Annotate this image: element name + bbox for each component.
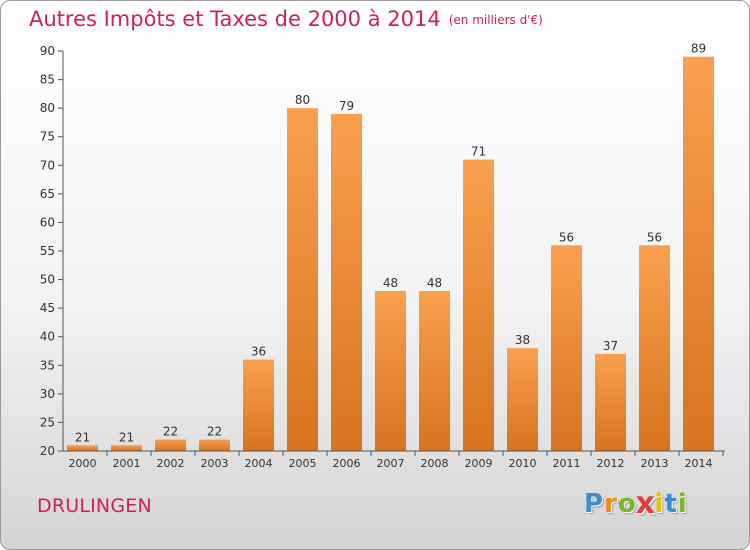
- x-tick-label: 2012: [597, 457, 625, 470]
- logo-letter: i: [654, 489, 665, 519]
- x-tick-label: 2007: [377, 457, 405, 470]
- bar-value-label: 37: [603, 339, 618, 353]
- x-tick-label: 2004: [245, 457, 273, 470]
- bar: [287, 108, 318, 452]
- logo-letter: o: [617, 489, 637, 519]
- bar: [419, 291, 450, 451]
- bar-value-label: 56: [647, 230, 662, 244]
- y-tick-label: 50: [40, 273, 55, 287]
- bar: [507, 348, 538, 451]
- bar-value-label: 80: [295, 93, 310, 107]
- bar-value-label: 71: [471, 145, 486, 159]
- bar-value-label: 36: [251, 345, 266, 359]
- y-tick-label: 45: [40, 301, 55, 315]
- x-tick-label: 2014: [685, 457, 713, 470]
- y-tick-label: 80: [40, 101, 55, 115]
- y-tick-label: 20: [40, 444, 55, 458]
- y-tick-label: 30: [40, 387, 55, 401]
- bar: [463, 159, 494, 452]
- bars: 21 21 22 22 36 80 79 48 48 71 38 56 37 56 89: [67, 42, 714, 452]
- y-tick-label: 40: [40, 330, 55, 344]
- x-axis: 2000 2001 2002 2003 2004 2005 2006 2007 2008 2009…: [63, 450, 725, 470]
- logo-letter: P: [584, 489, 605, 519]
- chart-subtitle: (en milliers d'€): [448, 13, 543, 27]
- x-tick-label: 2011: [553, 457, 581, 470]
- bar-value-label: 38: [515, 333, 530, 347]
- y-tick-label: 75: [40, 130, 55, 144]
- y-tick-label: 35: [40, 358, 55, 372]
- bar: [551, 245, 582, 451]
- bar: [111, 445, 142, 451]
- y-tick-label: 55: [40, 244, 55, 258]
- y-tick-label: 25: [40, 415, 55, 429]
- x-tick-label: 2005: [289, 457, 317, 470]
- bar-value-label: 21: [75, 430, 90, 444]
- bar: [375, 291, 406, 451]
- bar-value-label: 22: [207, 425, 222, 439]
- chart-title-text: Autres Impôts et Taxes de 2000 à 2014: [29, 7, 441, 31]
- bar-value-label: 56: [559, 230, 574, 244]
- x-tick-label: 2000: [69, 457, 97, 470]
- bar-value-label: 22: [163, 425, 178, 439]
- x-tick-label: 2002: [157, 457, 185, 470]
- bar-value-label: 79: [339, 99, 354, 113]
- y-axis: 20 25 30 35 40 45 50 55 60 65 70 75 80 85 90: [40, 44, 64, 458]
- bar: [595, 353, 626, 451]
- x-tick-label: 2013: [641, 457, 669, 470]
- x-tick-label: 2001: [113, 457, 141, 470]
- y-tick-label: 60: [40, 215, 55, 229]
- chart-title: Autres Impôts et Taxes de 2000 à 2014 (en…: [29, 7, 543, 31]
- bar-value-label: 48: [427, 276, 442, 290]
- commune-name: DRULINGEN: [37, 495, 152, 517]
- y-tick-label: 65: [40, 187, 55, 201]
- y-tick-label: 85: [40, 73, 55, 87]
- bar: [331, 113, 362, 451]
- y-tick-label: 70: [40, 158, 55, 172]
- x-tick-label: 2003: [201, 457, 229, 470]
- proxiti-logo: Proxiti: [584, 486, 688, 522]
- x-tick-label: 2008: [421, 457, 449, 470]
- bar-value-label: 21: [119, 430, 134, 444]
- bar: [155, 439, 186, 451]
- x-tick-label: 2009: [465, 457, 493, 470]
- bar: [683, 56, 714, 451]
- logo-letter: t: [664, 489, 678, 519]
- logo-letter: x: [635, 486, 656, 522]
- bar: [67, 445, 98, 451]
- bar: [243, 359, 274, 451]
- bar-value-label: 48: [383, 276, 398, 290]
- bar: [199, 439, 230, 451]
- x-tick-label: 2010: [509, 457, 537, 470]
- bar-value-label: 89: [691, 42, 706, 56]
- logo-letter: i: [677, 489, 688, 519]
- x-tick-label: 2006: [333, 457, 361, 470]
- logo-letter: r: [604, 489, 618, 519]
- bar: [639, 245, 670, 451]
- y-tick-label: 90: [40, 44, 55, 58]
